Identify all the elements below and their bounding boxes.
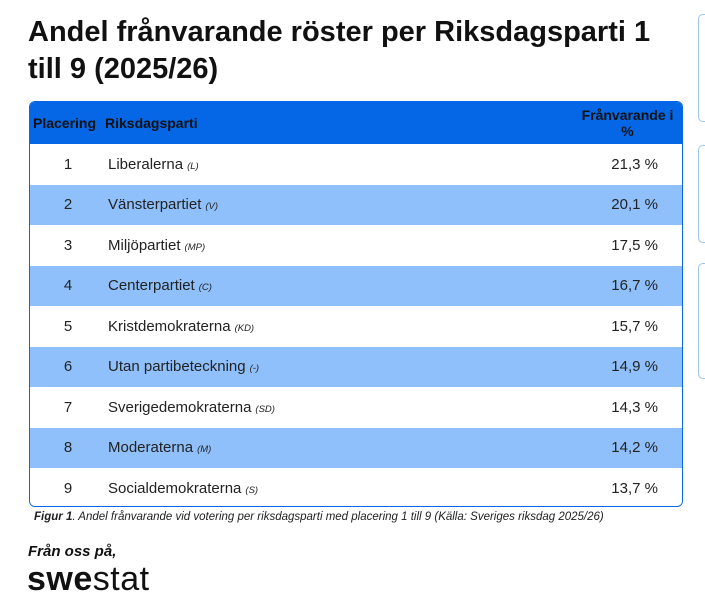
- side-panel-card: [698, 145, 705, 243]
- table-row: 5 Kristdemokraterna (KD) 15,7 %: [30, 306, 682, 347]
- swestat-logo: swestat: [27, 560, 150, 599]
- party-name: Moderaterna: [108, 439, 194, 457]
- table-row: 7 Sverigedemokraterna (SD) 14,3 %: [30, 387, 682, 428]
- header-party: Riksdagsparti: [105, 115, 198, 131]
- caption-text: . Andel frånvarande vid votering per rik…: [72, 511, 604, 523]
- table-row: 9 Socialdemokraterna (S) 13,7 %: [30, 468, 682, 506]
- percent-cell: 16,7 %: [611, 277, 658, 295]
- party-abbreviation: (M): [197, 444, 212, 456]
- party-name: Utan partibeteckning: [108, 358, 246, 376]
- party-name: Kristdemokraterna: [108, 317, 231, 335]
- party-name: Socialdemokraterna: [108, 479, 242, 497]
- percent-cell: 15,7 %: [611, 317, 658, 335]
- percent-cell: 13,7 %: [611, 479, 658, 497]
- party-cell: Vänsterpartiet (V): [106, 196, 546, 213]
- table-row: 2 Vänsterpartiet (V) 20,1 %: [30, 184, 682, 225]
- party-name: Centerpartiet: [108, 277, 195, 295]
- party-abbreviation: (KD): [234, 322, 255, 334]
- logo-part-rest: stat: [92, 560, 150, 598]
- table-row: 6 Utan partibeteckning (-) 14,9 %: [30, 346, 682, 387]
- table-row: 8 Moderaterna (M) 14,2 %: [30, 427, 682, 468]
- percent-cell: 14,9 %: [611, 358, 658, 376]
- placement-cell: 9: [63, 479, 73, 497]
- table-row: 4 Centerpartiet (C) 16,7 %: [30, 265, 682, 306]
- placement-cell: 8: [63, 439, 73, 457]
- absence-table: Placering Riksdagsparti Frånvarande i % …: [29, 101, 683, 507]
- table-body: 1 Liberalerna (L) 21,3 % 2 Vänsterpartiet (V) 2…: [30, 144, 682, 506]
- caption-label: Figur 1: [34, 511, 73, 523]
- percent-cell: 14,3 %: [611, 398, 658, 416]
- placement-cell: 5: [63, 317, 73, 335]
- placement-cell: 2: [63, 196, 73, 214]
- party-cell: Miljöpartiet (MP): [106, 237, 546, 254]
- party-abbreviation: (S): [245, 484, 259, 496]
- table-header: Placering Riksdagsparti Frånvarande i %: [30, 102, 682, 144]
- percent-cell: 14,2 %: [611, 439, 658, 457]
- header-placement: Placering: [33, 115, 97, 131]
- party-cell: Moderaterna (M): [106, 439, 546, 456]
- placement-cell: 7: [63, 398, 73, 416]
- percent-cell: 21,3 %: [611, 155, 658, 173]
- percent-cell: 20,1 %: [611, 196, 658, 214]
- percent-cell: 17,5 %: [611, 236, 658, 254]
- party-abbreviation: (V): [205, 201, 219, 213]
- party-name: Liberalerna: [108, 155, 184, 173]
- party-name: Miljöpartiet: [108, 236, 181, 254]
- side-panel-card: [698, 14, 705, 122]
- party-abbreviation: (-): [249, 363, 260, 375]
- figure-caption: Figur 1. Andel frånvarande vid votering …: [34, 511, 604, 523]
- table-row: 3 Miljöpartiet (MP) 17,5 %: [30, 225, 682, 266]
- party-name: Sverigedemokraterna: [108, 398, 252, 416]
- party-cell: Liberalerna (L): [106, 156, 546, 173]
- party-abbreviation: (SD): [255, 403, 275, 415]
- party-name: Vänsterpartiet: [108, 196, 202, 214]
- party-abbreviation: (L): [187, 160, 199, 172]
- party-cell: Kristdemokraterna (KD): [106, 318, 546, 335]
- logo-part-bold: swe: [27, 560, 93, 598]
- table-row: 1 Liberalerna (L) 21,3 %: [30, 144, 682, 185]
- party-abbreviation: (MP): [184, 241, 206, 253]
- party-cell: Sverigedemokraterna (SD): [106, 399, 546, 416]
- party-cell: Socialdemokraterna (S): [106, 480, 546, 497]
- placement-cell: 3: [63, 236, 73, 254]
- header-percent: Frånvarande i %: [581, 107, 674, 139]
- page-title: Andel frånvarande röster per Riksdagspar…: [28, 16, 651, 85]
- placement-cell: 1: [63, 155, 73, 173]
- placement-cell: 4: [63, 277, 73, 295]
- party-abbreviation: (C): [198, 282, 212, 294]
- from-us-text: Från oss på,: [28, 543, 117, 560]
- party-cell: Centerpartiet (C): [106, 277, 546, 294]
- party-cell: Utan partibeteckning (-): [106, 358, 546, 375]
- placement-cell: 6: [63, 358, 73, 376]
- side-panel-card: [698, 263, 705, 379]
